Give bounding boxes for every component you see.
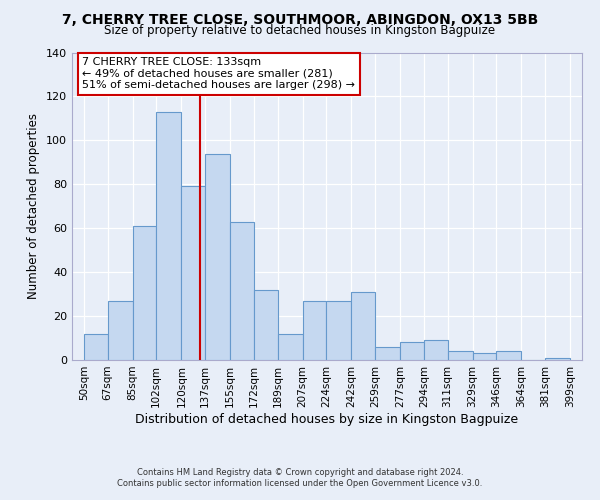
Bar (545, 358, 570, 360)
Bar (400, 342, 424, 360)
Y-axis label: Number of detached properties: Number of detached properties (28, 114, 40, 299)
X-axis label: Distribution of detached houses by size in Kingston Bagpuize: Distribution of detached houses by size … (136, 412, 518, 426)
Bar (302, 300, 326, 360)
Bar (473, 354, 496, 360)
Bar (230, 222, 254, 360)
Bar (254, 290, 278, 360)
Text: Contains HM Land Registry data © Crown copyright and database right 2024.
Contai: Contains HM Land Registry data © Crown c… (118, 468, 482, 487)
Bar (496, 351, 521, 360)
Bar (133, 226, 157, 360)
Bar (84, 334, 107, 360)
Text: 7, CHERRY TREE CLOSE, SOUTHMOOR, ABINGDON, OX13 5BB: 7, CHERRY TREE CLOSE, SOUTHMOOR, ABINGDO… (62, 12, 538, 26)
Bar (424, 340, 448, 360)
Text: 7 CHERRY TREE CLOSE: 133sqm
← 49% of detached houses are smaller (281)
51% of se: 7 CHERRY TREE CLOSE: 133sqm ← 49% of det… (82, 57, 355, 90)
Bar (157, 112, 181, 360)
Bar (107, 300, 133, 360)
Text: Size of property relative to detached houses in Kingston Bagpuize: Size of property relative to detached ho… (104, 24, 496, 37)
Bar (205, 154, 230, 360)
Bar (375, 347, 400, 360)
Bar (326, 300, 352, 360)
Bar (181, 186, 205, 360)
Bar (448, 351, 473, 360)
Bar (352, 292, 375, 360)
Bar (278, 334, 302, 360)
